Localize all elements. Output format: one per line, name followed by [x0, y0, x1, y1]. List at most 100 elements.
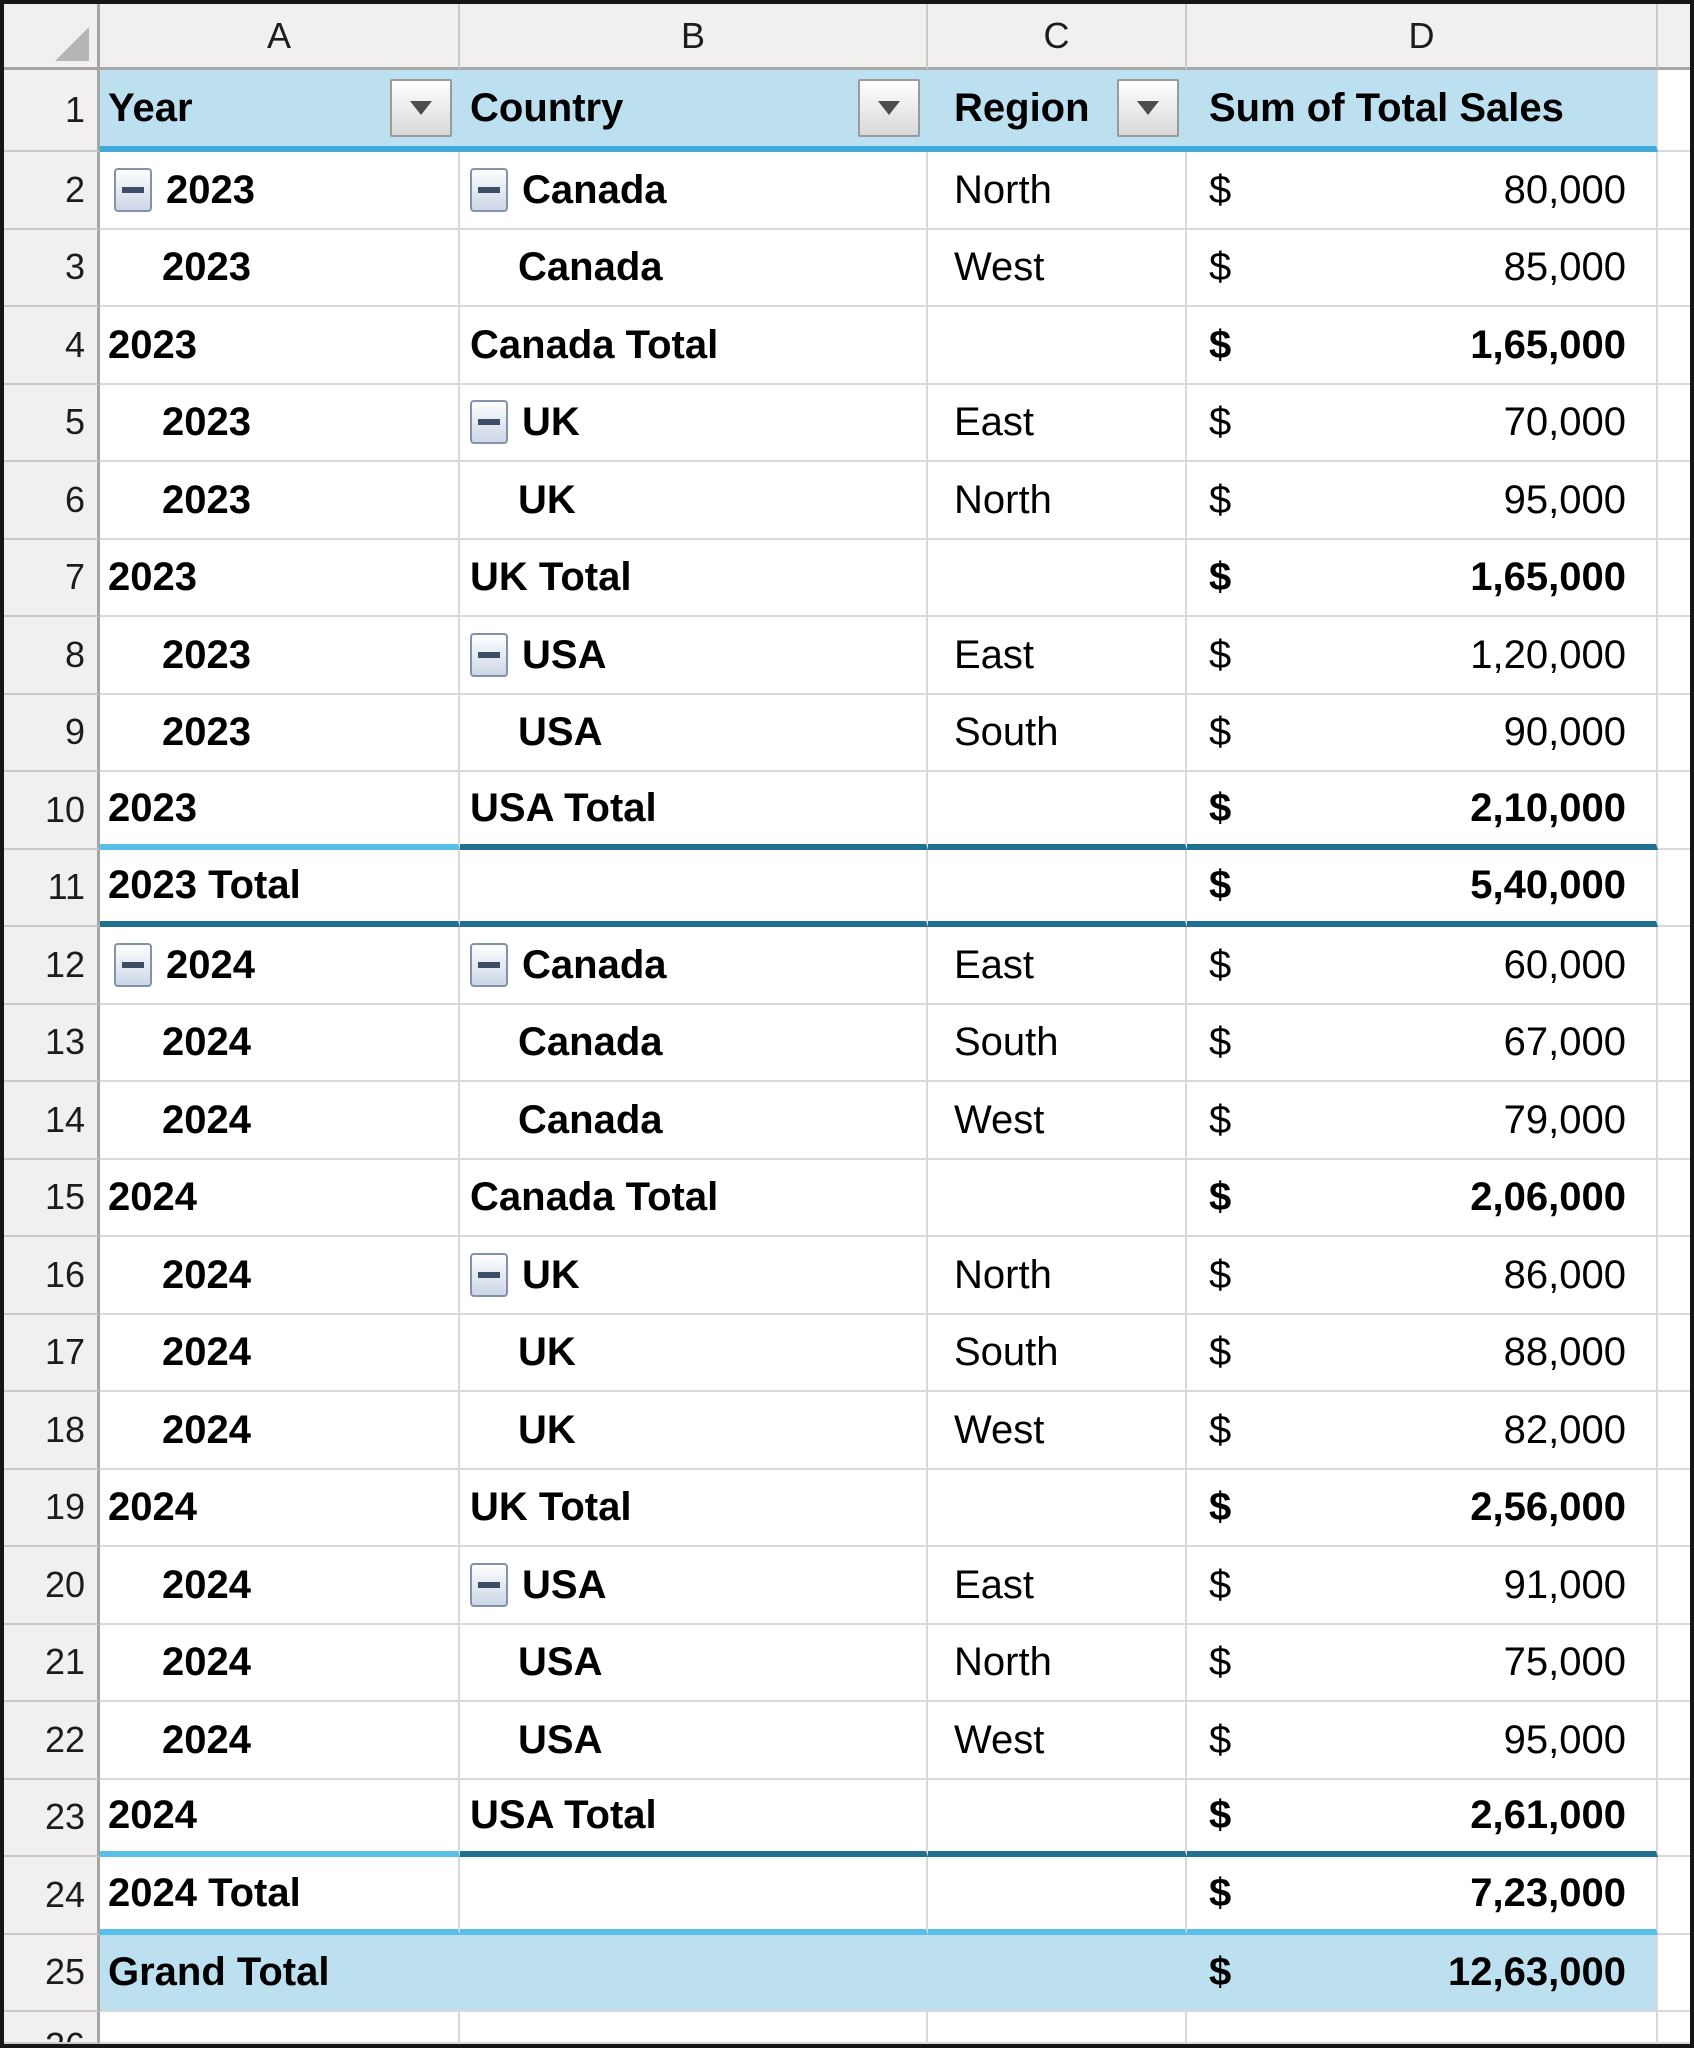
- cell-B23[interactable]: USA Total: [460, 1779, 928, 1857]
- cell-A11[interactable]: 2023 Total: [100, 849, 460, 927]
- cell-B24[interactable]: [460, 1857, 928, 1935]
- cell-E12[interactable]: [1658, 927, 1690, 1005]
- cell-E17[interactable]: [1658, 1314, 1690, 1392]
- cell-E9[interactable]: [1658, 694, 1690, 772]
- cell-B15[interactable]: Canada Total: [460, 1159, 928, 1237]
- cell-D2[interactable]: $80,000: [1187, 152, 1658, 230]
- cell-C9[interactable]: South: [928, 694, 1187, 772]
- cell-C8[interactable]: East: [928, 617, 1187, 695]
- cell-C14[interactable]: West: [928, 1082, 1187, 1160]
- header-cell-country[interactable]: Country: [460, 70, 928, 152]
- cell-C17[interactable]: South: [928, 1314, 1187, 1392]
- cell-E18[interactable]: [1658, 1392, 1690, 1470]
- cell-C12[interactable]: East: [928, 927, 1187, 1005]
- cell-D11[interactable]: $5,40,000: [1187, 849, 1658, 927]
- row-header-18[interactable]: 18: [4, 1392, 100, 1470]
- cell-B13[interactable]: Canada: [460, 1004, 928, 1082]
- cell-D13[interactable]: $67,000: [1187, 1004, 1658, 1082]
- cell-D25[interactable]: $12,63,000: [1187, 1934, 1658, 2012]
- cell-A19[interactable]: 2024: [100, 1469, 460, 1547]
- cell-A6[interactable]: 2023: [100, 462, 460, 540]
- cell-D23[interactable]: $2,61,000: [1187, 1779, 1658, 1857]
- cell-A14[interactable]: 2024: [100, 1082, 460, 1160]
- row-header-21[interactable]: 21: [4, 1624, 100, 1702]
- cell-B4[interactable]: Canada Total: [460, 307, 928, 385]
- cell-E11[interactable]: [1658, 849, 1690, 927]
- cell-D16[interactable]: $86,000: [1187, 1237, 1658, 1315]
- cell-D19[interactable]: $2,56,000: [1187, 1469, 1658, 1547]
- cell-B17[interactable]: UK: [460, 1314, 928, 1392]
- cell-E3[interactable]: [1658, 229, 1690, 307]
- cell-B16[interactable]: UK: [460, 1237, 928, 1315]
- cell-A26[interactable]: [100, 2012, 460, 2044]
- row-header-9[interactable]: 9: [4, 694, 100, 772]
- cell-E24[interactable]: [1658, 1857, 1690, 1935]
- cell-A5[interactable]: 2023: [100, 384, 460, 462]
- cell-A8[interactable]: 2023: [100, 617, 460, 695]
- cell-E2[interactable]: [1658, 152, 1690, 230]
- row-header-12[interactable]: 12: [4, 927, 100, 1005]
- cell-E13[interactable]: [1658, 1004, 1690, 1082]
- row-header-20[interactable]: 20: [4, 1547, 100, 1625]
- cell-D15[interactable]: $2,06,000: [1187, 1159, 1658, 1237]
- cell-A16[interactable]: 2024: [100, 1237, 460, 1315]
- cell-D3[interactable]: $85,000: [1187, 229, 1658, 307]
- cell-D21[interactable]: $75,000: [1187, 1624, 1658, 1702]
- row-header-1[interactable]: 1: [4, 70, 100, 152]
- filter-dropdown-button-region[interactable]: [1117, 79, 1179, 137]
- row-header-2[interactable]: 2: [4, 152, 100, 230]
- cell-B14[interactable]: Canada: [460, 1082, 928, 1160]
- row-header-17[interactable]: 17: [4, 1314, 100, 1392]
- row-header-19[interactable]: 19: [4, 1469, 100, 1547]
- cell-E16[interactable]: [1658, 1237, 1690, 1315]
- cell-C18[interactable]: West: [928, 1392, 1187, 1470]
- cell-D12[interactable]: $60,000: [1187, 927, 1658, 1005]
- cell-A20[interactable]: 2024: [100, 1547, 460, 1625]
- header-cell-region[interactable]: Region: [928, 70, 1187, 152]
- cell-A23[interactable]: 2024: [100, 1779, 460, 1857]
- row-header-8[interactable]: 8: [4, 617, 100, 695]
- collapse-button[interactable]: [470, 632, 508, 677]
- cell-A22[interactable]: 2024: [100, 1702, 460, 1780]
- cell-E20[interactable]: [1658, 1547, 1690, 1625]
- cell-E8[interactable]: [1658, 617, 1690, 695]
- cell-B9[interactable]: USA: [460, 694, 928, 772]
- cell-A15[interactable]: 2024: [100, 1159, 460, 1237]
- cell-D7[interactable]: $1,65,000: [1187, 539, 1658, 617]
- cell-E10[interactable]: [1658, 772, 1690, 850]
- cell-C10[interactable]: [928, 772, 1187, 850]
- cell-D22[interactable]: $95,000: [1187, 1702, 1658, 1780]
- cell-B21[interactable]: USA: [460, 1624, 928, 1702]
- cell-B7[interactable]: UK Total: [460, 539, 928, 617]
- header-cell-values[interactable]: Sum of Total Sales: [1187, 70, 1658, 152]
- cell-E25[interactable]: [1658, 1934, 1690, 2012]
- row-header-3[interactable]: 3: [4, 229, 100, 307]
- cell-D9[interactable]: $90,000: [1187, 694, 1658, 772]
- cell-C25[interactable]: [928, 1934, 1187, 2012]
- row-header-26[interactable]: 26: [4, 2012, 100, 2044]
- cell-B2[interactable]: Canada: [460, 152, 928, 230]
- cell-C5[interactable]: East: [928, 384, 1187, 462]
- cell-D24[interactable]: $7,23,000: [1187, 1857, 1658, 1935]
- row-header-15[interactable]: 15: [4, 1159, 100, 1237]
- cell-E5[interactable]: [1658, 384, 1690, 462]
- cell-A25[interactable]: Grand Total: [100, 1934, 460, 2012]
- cell-A21[interactable]: 2024: [100, 1624, 460, 1702]
- cell-D20[interactable]: $91,000: [1187, 1547, 1658, 1625]
- collapse-button[interactable]: [114, 167, 152, 212]
- collapse-button[interactable]: [470, 400, 508, 445]
- cell-C22[interactable]: West: [928, 1702, 1187, 1780]
- row-header-24[interactable]: 24: [4, 1857, 100, 1935]
- cell-D8[interactable]: $1,20,000: [1187, 617, 1658, 695]
- cell-E26[interactable]: [1658, 2012, 1690, 2044]
- select-all-corner[interactable]: [4, 4, 100, 70]
- cell-B5[interactable]: UK: [460, 384, 928, 462]
- cell-E14[interactable]: [1658, 1082, 1690, 1160]
- cell-B22[interactable]: USA: [460, 1702, 928, 1780]
- cell-C2[interactable]: North: [928, 152, 1187, 230]
- cell-A4[interactable]: 2023: [100, 307, 460, 385]
- cell-C24[interactable]: [928, 1857, 1187, 1935]
- cell-E19[interactable]: [1658, 1469, 1690, 1547]
- cell-D4[interactable]: $1,65,000: [1187, 307, 1658, 385]
- row-header-22[interactable]: 22: [4, 1702, 100, 1780]
